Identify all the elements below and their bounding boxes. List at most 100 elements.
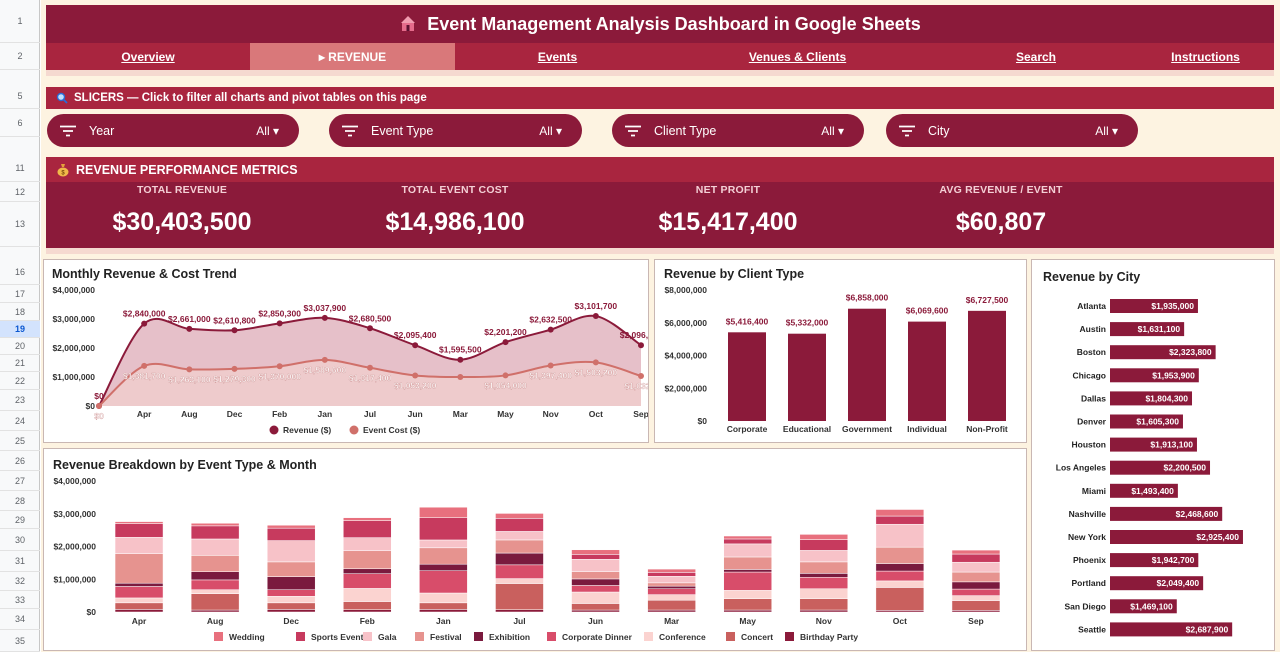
magnifier-icon bbox=[56, 92, 68, 104]
row-number[interactable]: 27 bbox=[0, 471, 40, 491]
legend-label: Gala bbox=[378, 632, 397, 642]
y-tick-label: Phoenix bbox=[1073, 555, 1106, 565]
row-number[interactable]: 21 bbox=[0, 355, 40, 372]
tab-search[interactable]: Search bbox=[1015, 49, 1057, 64]
data-label: $2,096,700 bbox=[620, 330, 648, 340]
row-number[interactable]: 23 bbox=[0, 390, 40, 411]
stack-segment bbox=[266, 609, 316, 613]
data-label: $2,925,400 bbox=[1196, 532, 1239, 542]
stack-segment bbox=[875, 523, 925, 548]
row-number[interactable]: 32 bbox=[0, 572, 40, 591]
row-number[interactable]: 12 bbox=[0, 182, 40, 202]
data-label: $1,053,200 bbox=[394, 380, 437, 390]
stack-segment bbox=[571, 559, 620, 572]
x-tick-label: May bbox=[497, 409, 514, 419]
row-number[interactable]: 17 bbox=[0, 285, 40, 303]
x-tick-label: Sep bbox=[633, 409, 648, 419]
row-number[interactable]: 33 bbox=[0, 591, 40, 609]
x-tick-label: Nov bbox=[816, 616, 832, 626]
stack-segment bbox=[799, 550, 849, 563]
bar bbox=[1110, 414, 1183, 429]
data-point bbox=[186, 325, 193, 332]
tab-events[interactable]: Events bbox=[537, 49, 578, 64]
data-point bbox=[457, 374, 464, 380]
data-point bbox=[412, 342, 419, 349]
row-number[interactable]: 24 bbox=[0, 411, 40, 431]
row-number[interactable]: 18 bbox=[0, 303, 40, 321]
legend-label: Birthday Party bbox=[800, 632, 858, 642]
stack-segment bbox=[647, 585, 696, 589]
tab-venues-clients[interactable]: Venues & Clients bbox=[748, 49, 847, 64]
row-number[interactable]: 28 bbox=[0, 491, 40, 511]
stack-segment bbox=[419, 506, 468, 518]
slicer-label: Client Type bbox=[654, 123, 717, 138]
row-number[interactable]: 34 bbox=[0, 609, 40, 630]
slicer-label: City bbox=[928, 123, 950, 138]
stack-segment bbox=[875, 570, 925, 582]
stack-segment bbox=[190, 609, 240, 613]
tab-overview[interactable]: Overview bbox=[121, 49, 175, 64]
row-number[interactable]: 2 bbox=[0, 43, 40, 70]
slicer-year[interactable]: Year All ▾ bbox=[47, 114, 299, 147]
stack-segment bbox=[419, 570, 468, 594]
stack-segment bbox=[951, 549, 1001, 555]
breakdown-chart: $0 $1,000,000 $2,000,000 $3,000,000 $4,000,0… bbox=[53, 476, 1001, 642]
stack-segment bbox=[723, 543, 772, 558]
filter-icon bbox=[899, 125, 915, 136]
stack-segment bbox=[190, 525, 240, 540]
data-label: $5,416,400 bbox=[726, 316, 769, 326]
row-number[interactable]: 20 bbox=[0, 338, 40, 355]
stack-segment bbox=[951, 561, 1001, 573]
y-tick-label: Portland bbox=[1072, 578, 1106, 588]
tab-revenue[interactable]: ▸ REVENUE bbox=[250, 43, 455, 70]
row-number[interactable]: 13 bbox=[0, 202, 40, 247]
y-tick-label: Denver bbox=[1077, 417, 1107, 427]
stack-segment bbox=[875, 509, 925, 517]
data-label: $2,687,900 bbox=[1186, 624, 1229, 634]
row-number[interactable]: 16 bbox=[0, 259, 40, 285]
data-label: $1,279,300 bbox=[213, 374, 256, 384]
x-tick-label: Jul bbox=[513, 616, 525, 626]
stack-segment bbox=[799, 588, 849, 599]
page-title: Event Management Analysis Dashboard in G… bbox=[427, 13, 921, 34]
data-point bbox=[638, 373, 644, 380]
data-label: $6,069,600 bbox=[906, 306, 949, 316]
row-number[interactable]: 26 bbox=[0, 451, 40, 471]
tab-instructions[interactable]: Instructions bbox=[1171, 49, 1240, 64]
row-number[interactable]: 25 bbox=[0, 432, 40, 451]
metrics-header-label: REVENUE PERFORMANCE METRICS bbox=[76, 162, 298, 177]
stack-segment bbox=[723, 538, 772, 545]
data-point bbox=[186, 366, 193, 373]
data-label: $3,101,700 bbox=[575, 301, 618, 311]
stack-segment bbox=[419, 609, 468, 613]
row-number[interactable]: 19 bbox=[0, 321, 40, 338]
x-tick-label: Mar bbox=[664, 616, 680, 626]
row-number[interactable]: 1 bbox=[0, 0, 40, 43]
breakdown-panel: Revenue Breakdown by Event Type & Month … bbox=[43, 448, 1027, 651]
y-tick-label: Boston bbox=[1077, 347, 1106, 357]
x-tick-label: Jul bbox=[364, 409, 376, 419]
row-number[interactable]: 29 bbox=[0, 511, 40, 529]
stack-segment bbox=[190, 538, 240, 556]
row-number[interactable]: 30 bbox=[0, 529, 40, 551]
data-point bbox=[502, 339, 509, 346]
legend-label: Corporate Dinner bbox=[562, 632, 633, 642]
row-number[interactable]: 22 bbox=[0, 372, 40, 390]
slicer-event-type[interactable]: Event Type All ▾ bbox=[329, 114, 582, 147]
slicer-city[interactable]: City All ▾ bbox=[886, 114, 1138, 147]
row-number[interactable]: 11 bbox=[0, 155, 40, 182]
stack-segment bbox=[266, 589, 316, 597]
legend-marker bbox=[363, 632, 372, 641]
row-number[interactable]: 6 bbox=[0, 109, 40, 137]
row-number[interactable]: 5 bbox=[0, 84, 40, 109]
metric-net-profit-label: NET PROFIT bbox=[695, 184, 761, 196]
legend-label: Exhibition bbox=[489, 632, 530, 642]
row-number[interactable]: 31 bbox=[0, 551, 40, 572]
stack-segment bbox=[190, 589, 240, 594]
stack-segment bbox=[114, 582, 164, 587]
stack-segment bbox=[951, 553, 1001, 563]
data-label: $1,032,6 bbox=[624, 381, 648, 391]
data-label: $2,468,600 bbox=[1176, 509, 1219, 519]
slicer-client-type[interactable]: Client Type All ▾ bbox=[612, 114, 864, 147]
row-number[interactable]: 35 bbox=[0, 630, 40, 652]
